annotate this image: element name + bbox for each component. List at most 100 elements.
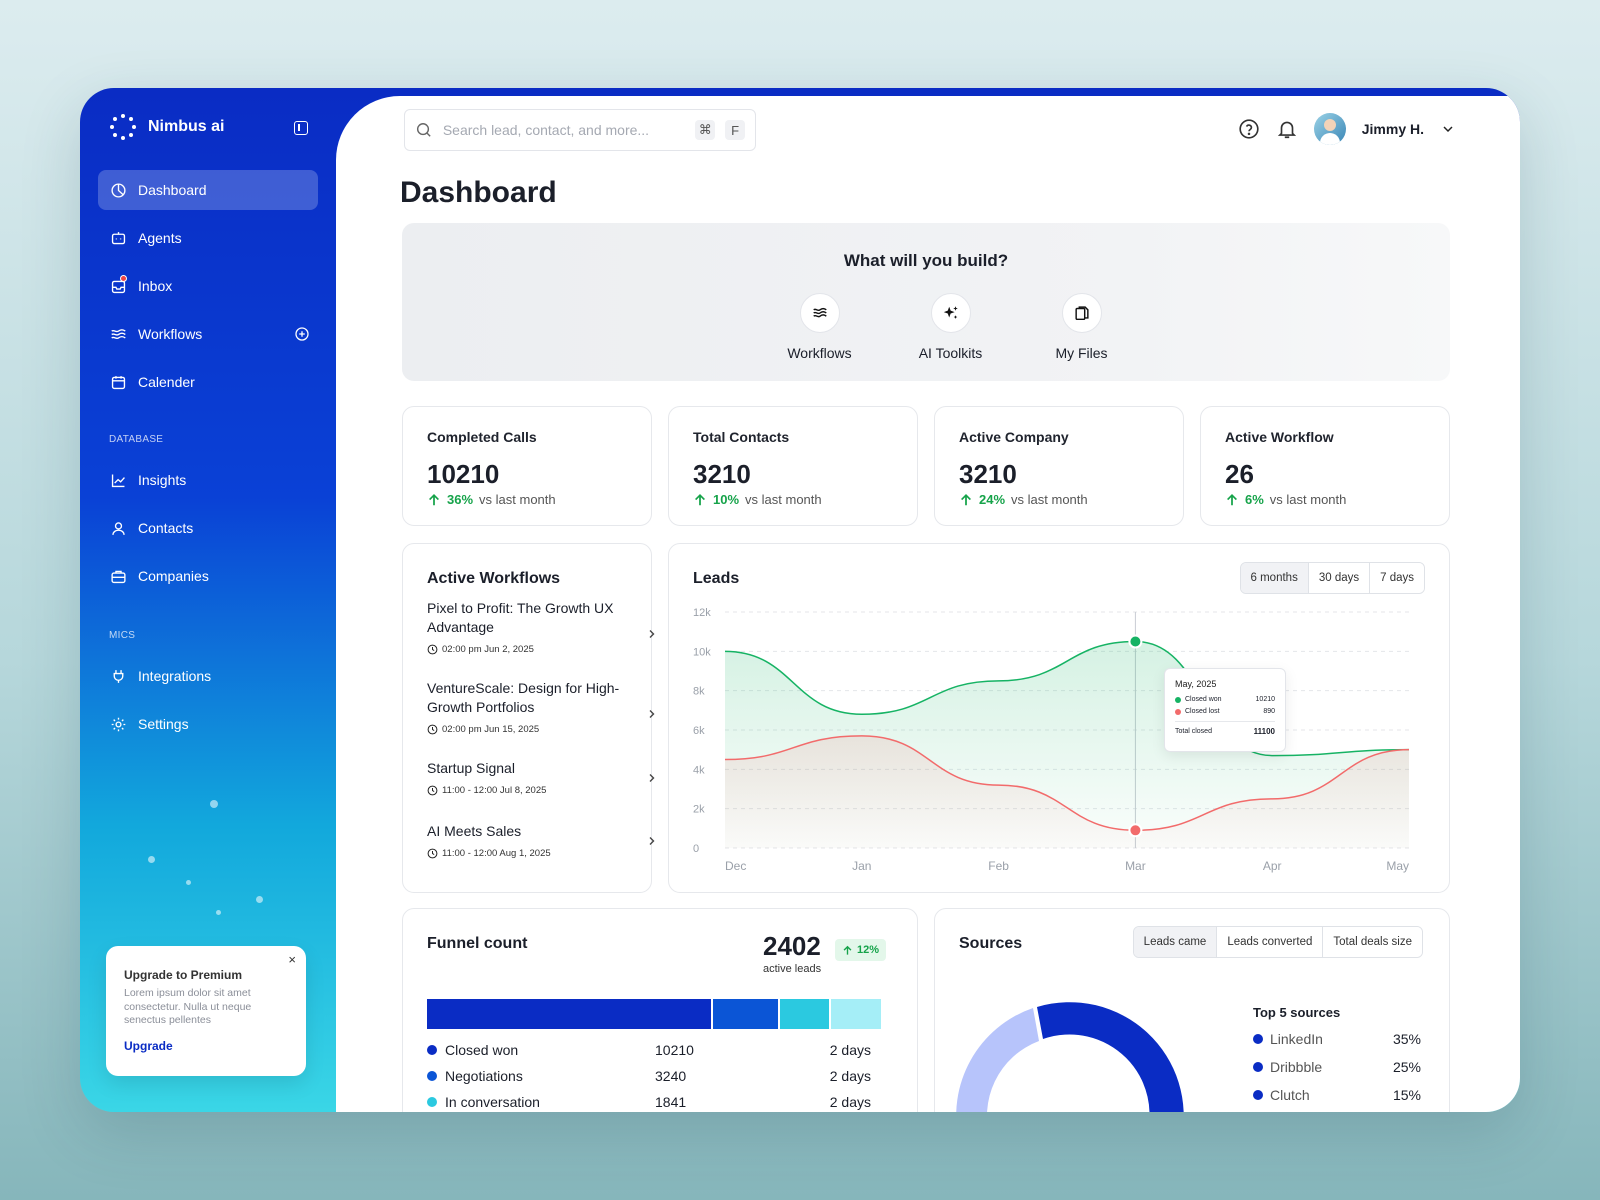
nav-label: Integrations [138, 668, 212, 684]
tooltip-label: Closed won [1185, 696, 1222, 703]
main-nav: Dashboard Agents Inbox Workflows Calende… [98, 170, 318, 410]
legend-dot [1253, 1062, 1263, 1072]
nav-item-settings[interactable]: Settings [98, 704, 318, 744]
build-banner: What will you build? Workflows AI Toolki… [402, 223, 1450, 381]
workflow-item[interactable]: Startup Signal 11:00 - 12:00 Jul 8, 2025 [427, 759, 655, 796]
chevron-down-icon[interactable] [1440, 121, 1456, 137]
user-icon [112, 521, 125, 535]
tooltip-title: May, 2025 [1175, 679, 1217, 689]
help-icon[interactable] [1238, 118, 1260, 140]
nav-label: Calender [138, 374, 195, 390]
build-option-label: My Files [1055, 345, 1108, 361]
arrow-up-icon [1227, 493, 1237, 505]
funnel-segment [710, 999, 778, 1029]
funnel-value: 2402 [763, 931, 821, 961]
workflow-item[interactable]: Pixel to Profit: The Growth UX Advantage… [427, 599, 655, 655]
highlight-point [1128, 823, 1143, 838]
range-6-months[interactable]: 6 months [1240, 563, 1308, 593]
funnel-card: Funnel count 2402 12% active leads Close… [402, 908, 918, 1112]
y-tick-label: 0 [693, 843, 699, 855]
legend-dot [1253, 1090, 1263, 1100]
legend-dot [1175, 708, 1181, 715]
nav-item-contacts[interactable]: Contacts [98, 508, 318, 548]
build-option-circle [1061, 293, 1102, 333]
legend-dot [1175, 696, 1181, 703]
upgrade-link[interactable]: Upgrade [124, 1038, 173, 1053]
nav-item-integrations[interactable]: Integrations [98, 656, 318, 696]
stat-change-suffix: vs last month [745, 492, 822, 507]
search-input[interactable] [442, 122, 686, 138]
arrow-up-icon [961, 493, 971, 505]
arrow-up-icon [429, 493, 439, 505]
build-option-label: AI Toolkits [918, 345, 983, 361]
nav-item-companies[interactable]: Companies [98, 556, 318, 596]
workflow-item[interactable]: VentureScale: Design for High-Growth Por… [427, 679, 655, 735]
bell-icon[interactable] [1276, 118, 1298, 140]
stat-value: 3210 [959, 459, 1017, 489]
source-row: LinkedIn 35% [1253, 1031, 1421, 1047]
legend-dot [427, 1097, 437, 1107]
build-option-ai-toolkits[interactable]: AI Toolkits [885, 293, 1016, 361]
decor-dot [256, 896, 263, 903]
sidebar: Nimbus ai Dashboard Agents Inbox Workflo… [80, 88, 336, 1112]
upgrade-title: Upgrade to Premium [124, 968, 243, 982]
workflows-icon [111, 328, 126, 339]
close-icon[interactable]: × [288, 952, 296, 967]
legend-dot [427, 1071, 437, 1081]
nav-item-insights[interactable]: Insights [98, 460, 318, 500]
build-option-workflows[interactable]: Workflows [754, 293, 885, 361]
stat-change: 10% vs last month [693, 492, 893, 507]
workflow-name: Startup Signal [427, 760, 515, 776]
files-icon [1074, 306, 1089, 321]
nav-item-inbox[interactable]: Inbox [98, 266, 318, 306]
nav-item-workflows[interactable]: Workflows [98, 314, 318, 354]
x-tick-label: May [1386, 859, 1409, 873]
user-name[interactable]: Jimmy H. [1361, 121, 1424, 137]
nav-label: Companies [138, 568, 209, 584]
legend-dot [1253, 1034, 1263, 1044]
build-option-my-files[interactable]: My Files [1016, 293, 1147, 361]
funnel-sub: active leads [763, 963, 822, 975]
nav-label: Dashboard [138, 182, 207, 198]
collapse-sidebar-icon[interactable] [294, 121, 308, 135]
chevron-right-icon [649, 774, 655, 782]
nav-item-calendar[interactable]: Calender [98, 362, 318, 402]
workflow-time-text: 02:00 pm Jun 15, 2025 [442, 724, 540, 735]
workflow-item[interactable]: AI Meets Sales 11:00 - 12:00 Aug 1, 2025 [427, 822, 655, 859]
avatar[interactable] [1313, 113, 1346, 145]
range-30-days[interactable]: 30 days [1307, 563, 1370, 593]
decor-dot [210, 800, 218, 808]
stat-label: Total Contacts [693, 429, 790, 445]
x-tick-label: Mar [1125, 859, 1146, 873]
shortcut-key-cmd: ⌘ [695, 120, 716, 140]
funnel-bar [427, 999, 881, 1029]
funnel-row: Negotiations 3240 2 days [427, 1068, 877, 1084]
range-7-days[interactable]: 7 days [1369, 563, 1424, 593]
brand[interactable]: Nimbus ai [110, 114, 224, 140]
build-option-circle [930, 293, 971, 333]
series-line-closed-lost [724, 735, 1410, 832]
card-title: Active Workflows [427, 570, 561, 587]
funnel-row-name: Negotiations [445, 1068, 523, 1084]
x-tick-label: Apr [1263, 859, 1282, 873]
inbox-icon [111, 280, 126, 293]
source-pct: 35% [1392, 1031, 1421, 1047]
build-option-label: Workflows [787, 345, 852, 361]
tab-total-deals-size[interactable]: Total deals size [1322, 927, 1422, 957]
tab-leads-converted[interactable]: Leads converted [1216, 927, 1323, 957]
brand-logo-icon [110, 114, 136, 140]
search-bar[interactable]: ⌘ F [404, 109, 756, 151]
tooltip-label: Closed lost [1185, 708, 1220, 715]
tab-leads-came[interactable]: Leads came [1133, 927, 1217, 957]
y-tick-label: 2k [693, 804, 705, 816]
add-workflow-icon[interactable] [294, 326, 310, 342]
x-tick-label: Jan [852, 859, 871, 873]
nav-label: Insights [138, 472, 187, 488]
mics-nav: Integrations Settings [98, 656, 318, 752]
stat-change-pct: 36% [447, 492, 474, 507]
nav-item-dashboard[interactable]: Dashboard [98, 170, 318, 210]
workflow-time: 11:00 - 12:00 Aug 1, 2025 [427, 848, 627, 859]
nav-item-agents[interactable]: Agents [98, 218, 318, 258]
source-row: Clutch 15% [1253, 1087, 1421, 1103]
stat-change-suffix: vs last month [479, 492, 556, 507]
